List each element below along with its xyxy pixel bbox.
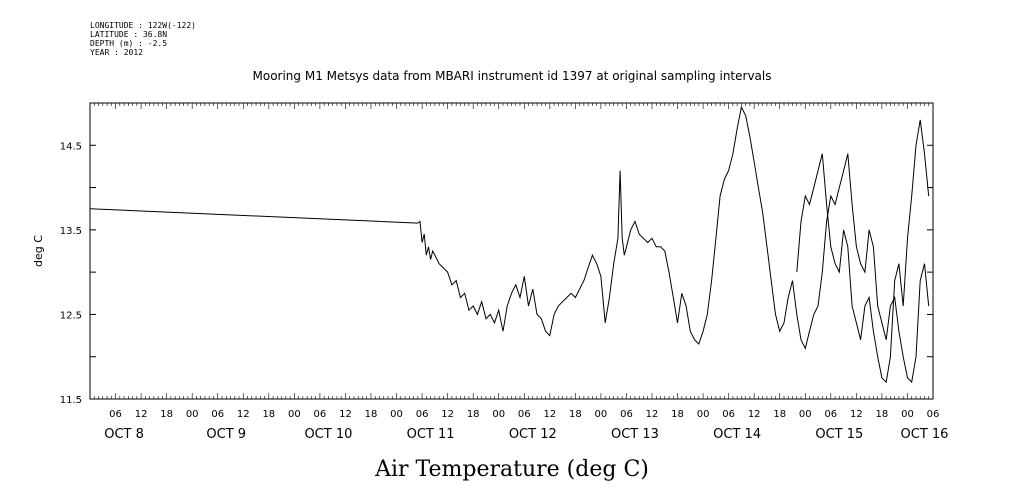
x-hour-label: 18 xyxy=(467,409,480,420)
x-hour-label: 12 xyxy=(850,409,863,420)
y-tick-label: 13.5 xyxy=(60,226,82,237)
x-date-label: OCT 8 xyxy=(104,427,144,442)
series-line-1 xyxy=(89,105,930,384)
x-hour-label: 00 xyxy=(288,409,301,420)
year-label: YEAR : 2012 xyxy=(90,48,143,57)
x-hour-label: 18 xyxy=(160,409,173,420)
x-hour-label: 00 xyxy=(799,409,812,420)
x-hour-label: 18 xyxy=(365,409,378,420)
y-axis: 14.5 13.5 12.5 11.5 xyxy=(60,102,933,406)
x-hour-label: 00 xyxy=(697,409,710,420)
x-hour-label: 12 xyxy=(646,409,659,420)
x-hour-label: 12 xyxy=(543,409,556,420)
x-date-label: OCT 13 xyxy=(611,427,659,442)
series-line-2 xyxy=(796,119,930,384)
y-tick-label: 11.5 xyxy=(60,395,82,406)
x-hour-label: 12 xyxy=(748,409,761,420)
x-hour-label: 06 xyxy=(824,409,837,420)
x-hour-label: 06 xyxy=(518,409,531,420)
series-layer xyxy=(89,105,930,384)
x-hour-label: 12 xyxy=(135,409,148,420)
y-tick-label: 12.5 xyxy=(60,310,82,321)
latitude-label: LATITUDE : 36.8N xyxy=(90,30,168,39)
plot-frame xyxy=(89,102,934,400)
y-axis-label: deg C xyxy=(32,235,45,267)
x-hour-label: 06 xyxy=(722,409,735,420)
x-hour-label: 12 xyxy=(237,409,250,420)
x-hour-label: 06 xyxy=(620,409,633,420)
x-hour-label: 00 xyxy=(390,409,403,420)
x-date-label: OCT 14 xyxy=(713,427,761,442)
x-hour-label: 18 xyxy=(262,409,275,420)
x-hour-label: 06 xyxy=(314,409,327,420)
x-hour-label: 06 xyxy=(109,409,122,420)
x-hour-label: 00 xyxy=(186,409,199,420)
chart-title: Mooring M1 Metsys data from MBARI instru… xyxy=(253,69,772,83)
x-date-label: OCT 11 xyxy=(407,427,455,442)
x-hour-label: 18 xyxy=(569,409,582,420)
x-date-label: OCT 10 xyxy=(304,427,352,442)
x-hour-label: 00 xyxy=(901,409,914,420)
depth-label: DEPTH (m) : -2.5 xyxy=(90,39,168,48)
x-date-label: OCT 12 xyxy=(509,427,557,442)
x-date-label: OCT 9 xyxy=(206,427,246,442)
longitude-label: LONGITUDE : 122W(-122) xyxy=(90,21,196,30)
x-hour-label: 18 xyxy=(671,409,684,420)
metadata-block: LONGITUDE : 122W(-122) LATITUDE : 36.8N … xyxy=(90,21,196,57)
x-hour-label: 06 xyxy=(416,409,429,420)
x-hour-label: 18 xyxy=(773,409,786,420)
x-axis-label: Air Temperature (deg C) xyxy=(374,457,649,482)
x-hour-label: 12 xyxy=(441,409,454,420)
x-date-label: OCT 15 xyxy=(815,427,863,442)
x-hour-label: 00 xyxy=(595,409,608,420)
y-tick-label: 14.5 xyxy=(60,141,82,152)
x-axis: 06 12 18 00 06 12 18 00 06 12 18 00 06 12 18 00 06 12 18 00… xyxy=(89,103,949,442)
x-hour-label: 00 xyxy=(492,409,505,420)
x-hour-label: 18 xyxy=(876,409,889,420)
x-hour-label: 12 xyxy=(339,409,352,420)
x-hour-label: 06 xyxy=(927,409,940,420)
x-hour-label: 06 xyxy=(211,409,224,420)
x-date-label: OCT 16 xyxy=(901,427,949,442)
